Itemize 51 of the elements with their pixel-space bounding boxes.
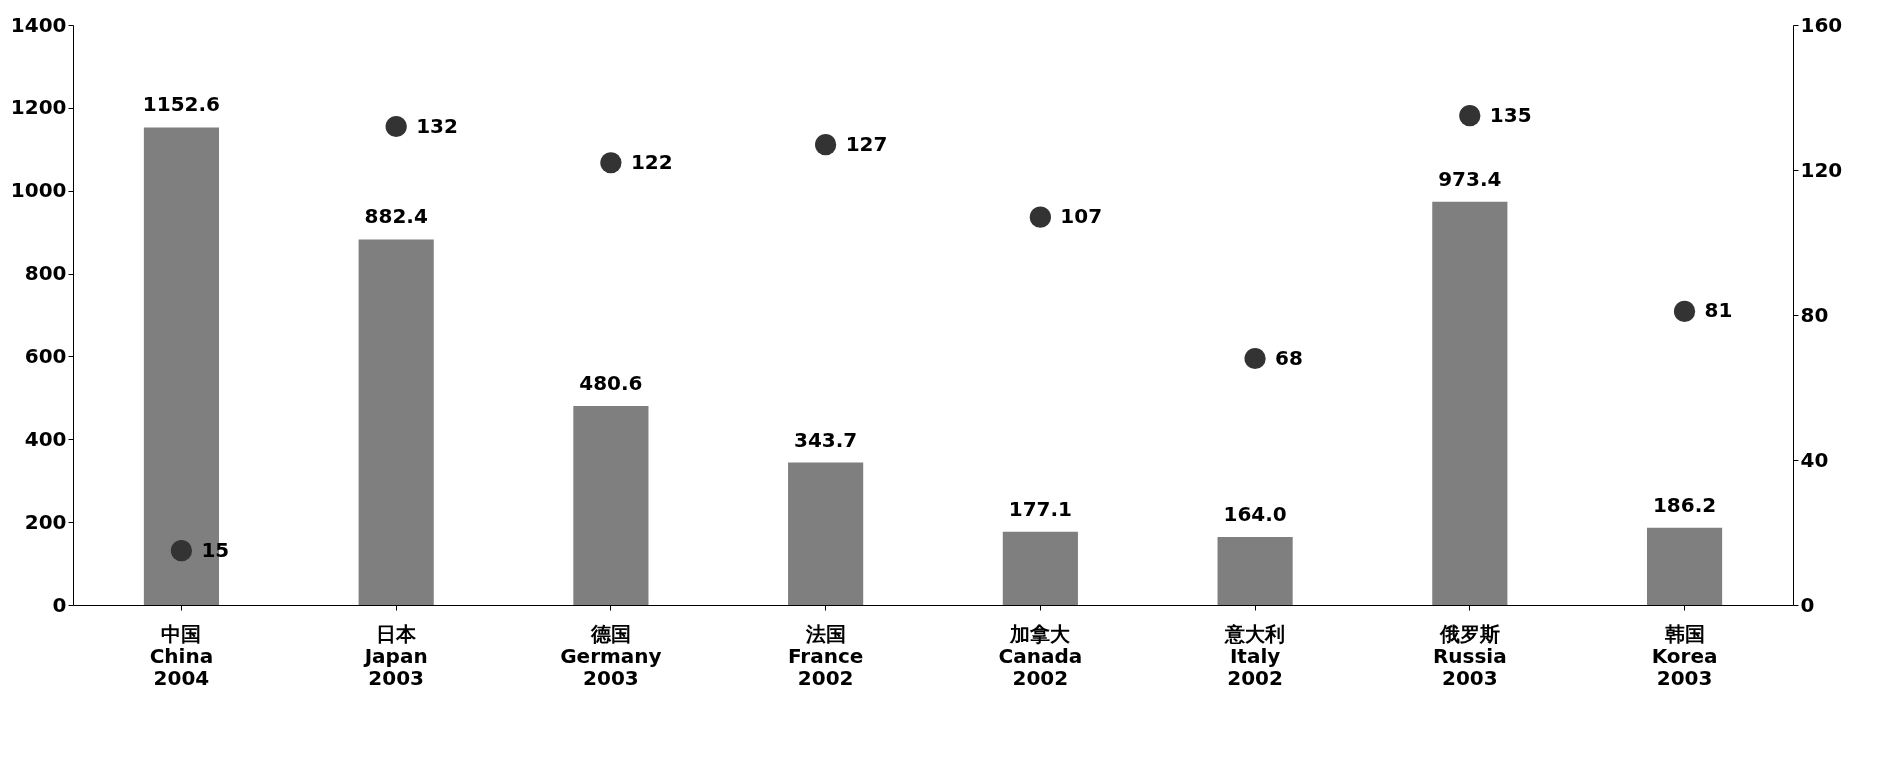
x-tick-label: 中国 China 2004 — [149, 621, 214, 690]
y-tick-label: 1200 — [10, 95, 67, 120]
y2-tick-label: 160 — [1800, 12, 1843, 37]
point — [1673, 300, 1696, 322]
point — [600, 152, 622, 174]
x-tick-label: 加拿大 Canada 2002 — [998, 621, 1083, 690]
x-tick-label: 意大利 Italy 2002 — [1224, 621, 1286, 690]
data-label: 882.4 — [364, 204, 428, 229]
bar — [788, 462, 864, 605]
y2-tick-label: 80 — [1800, 302, 1829, 327]
bar — [573, 405, 649, 605]
y-tick-label: 600 — [24, 343, 67, 368]
data-label: 135 — [1489, 102, 1532, 127]
y2-tick-label: 0 — [1800, 592, 1815, 617]
y-tick-label: 0 — [52, 592, 67, 617]
data-label: 1152.6 — [142, 92, 221, 117]
data-label: 480.6 — [579, 370, 643, 395]
y-tick-label: 800 — [24, 261, 67, 286]
data-label: 81 — [1704, 298, 1733, 323]
point — [170, 540, 193, 562]
data-label: 973.4 — [1438, 166, 1502, 191]
y-tick-label: 200 — [24, 509, 67, 534]
bar — [1002, 531, 1078, 605]
bar — [1432, 201, 1508, 605]
point — [815, 134, 837, 156]
bar — [358, 239, 434, 605]
data-label: 132 — [416, 113, 458, 138]
x-tick-label: 日本 Japan 2003 — [362, 621, 428, 690]
data-label: 127 — [845, 131, 888, 156]
data-label: 164.0 — [1223, 502, 1287, 527]
data-label: 122 — [630, 149, 673, 174]
point — [1029, 206, 1051, 228]
data-label: 186.2 — [1652, 492, 1717, 517]
point — [385, 115, 407, 138]
bar — [1646, 527, 1723, 605]
bar — [1217, 537, 1293, 605]
data-label: 343.7 — [794, 427, 858, 452]
data-label: 68 — [1275, 345, 1303, 370]
x-tick-label: 法国 France 2002 — [787, 621, 864, 690]
data-label: 107 — [1060, 204, 1103, 229]
y2-tick-label: 120 — [1800, 157, 1843, 182]
x-tick-label: 德国 Germany 2003 — [560, 621, 662, 690]
x-tick-label: 俄罗斯 Russia 2003 — [1432, 621, 1507, 690]
point — [1459, 105, 1481, 127]
point — [1244, 347, 1266, 370]
x-tick-label: 韩国 Korea 2003 — [1651, 621, 1718, 690]
y2-tick-label: 40 — [1800, 447, 1829, 472]
y-tick-label: 400 — [24, 426, 67, 451]
data-label: 177.1 — [1008, 496, 1072, 521]
y-tick-label: 1400 — [10, 12, 67, 37]
y-tick-label: 1000 — [10, 178, 67, 203]
